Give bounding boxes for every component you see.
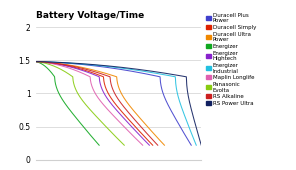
Legend: Duracell Plus
Power, Duracell Simply, Duracell Ultra
Power, Energizer, Energizer: Duracell Plus Power, Duracell Simply, Du… <box>206 12 257 106</box>
Text: Battery Voltage/Time: Battery Voltage/Time <box>36 11 144 20</box>
